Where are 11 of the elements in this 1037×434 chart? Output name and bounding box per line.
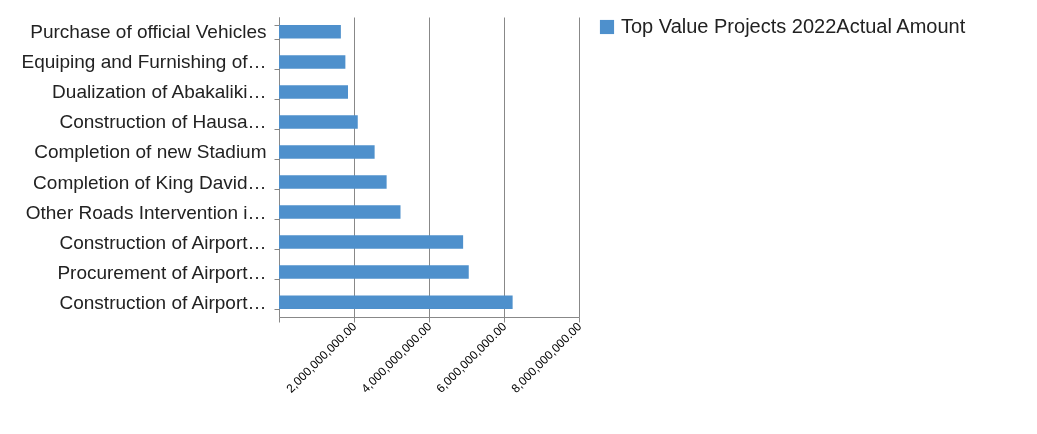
y-tick-label: Completion of new Stadium <box>34 141 267 163</box>
y-tick-label: Equiping and Furnishing of… <box>21 51 267 73</box>
y-tick-label: Other Roads Intervention i… <box>25 201 267 223</box>
y-tick-label: Completion of King David… <box>33 171 267 193</box>
legend-label: Top Value Projects 2022Actual Amount <box>621 15 966 37</box>
y-tick-label: Construction of Airport… <box>59 291 267 313</box>
y-tick-label: Construction of Hausa… <box>59 111 267 133</box>
y-tick-label: Purchase of official Vehicles <box>30 21 267 43</box>
y-tick-label: Construction of Airport… <box>59 231 267 253</box>
y-tick-label: Dualization of Abakaliki… <box>52 81 267 103</box>
y-tick-label: Procurement of Airport… <box>57 261 267 283</box>
